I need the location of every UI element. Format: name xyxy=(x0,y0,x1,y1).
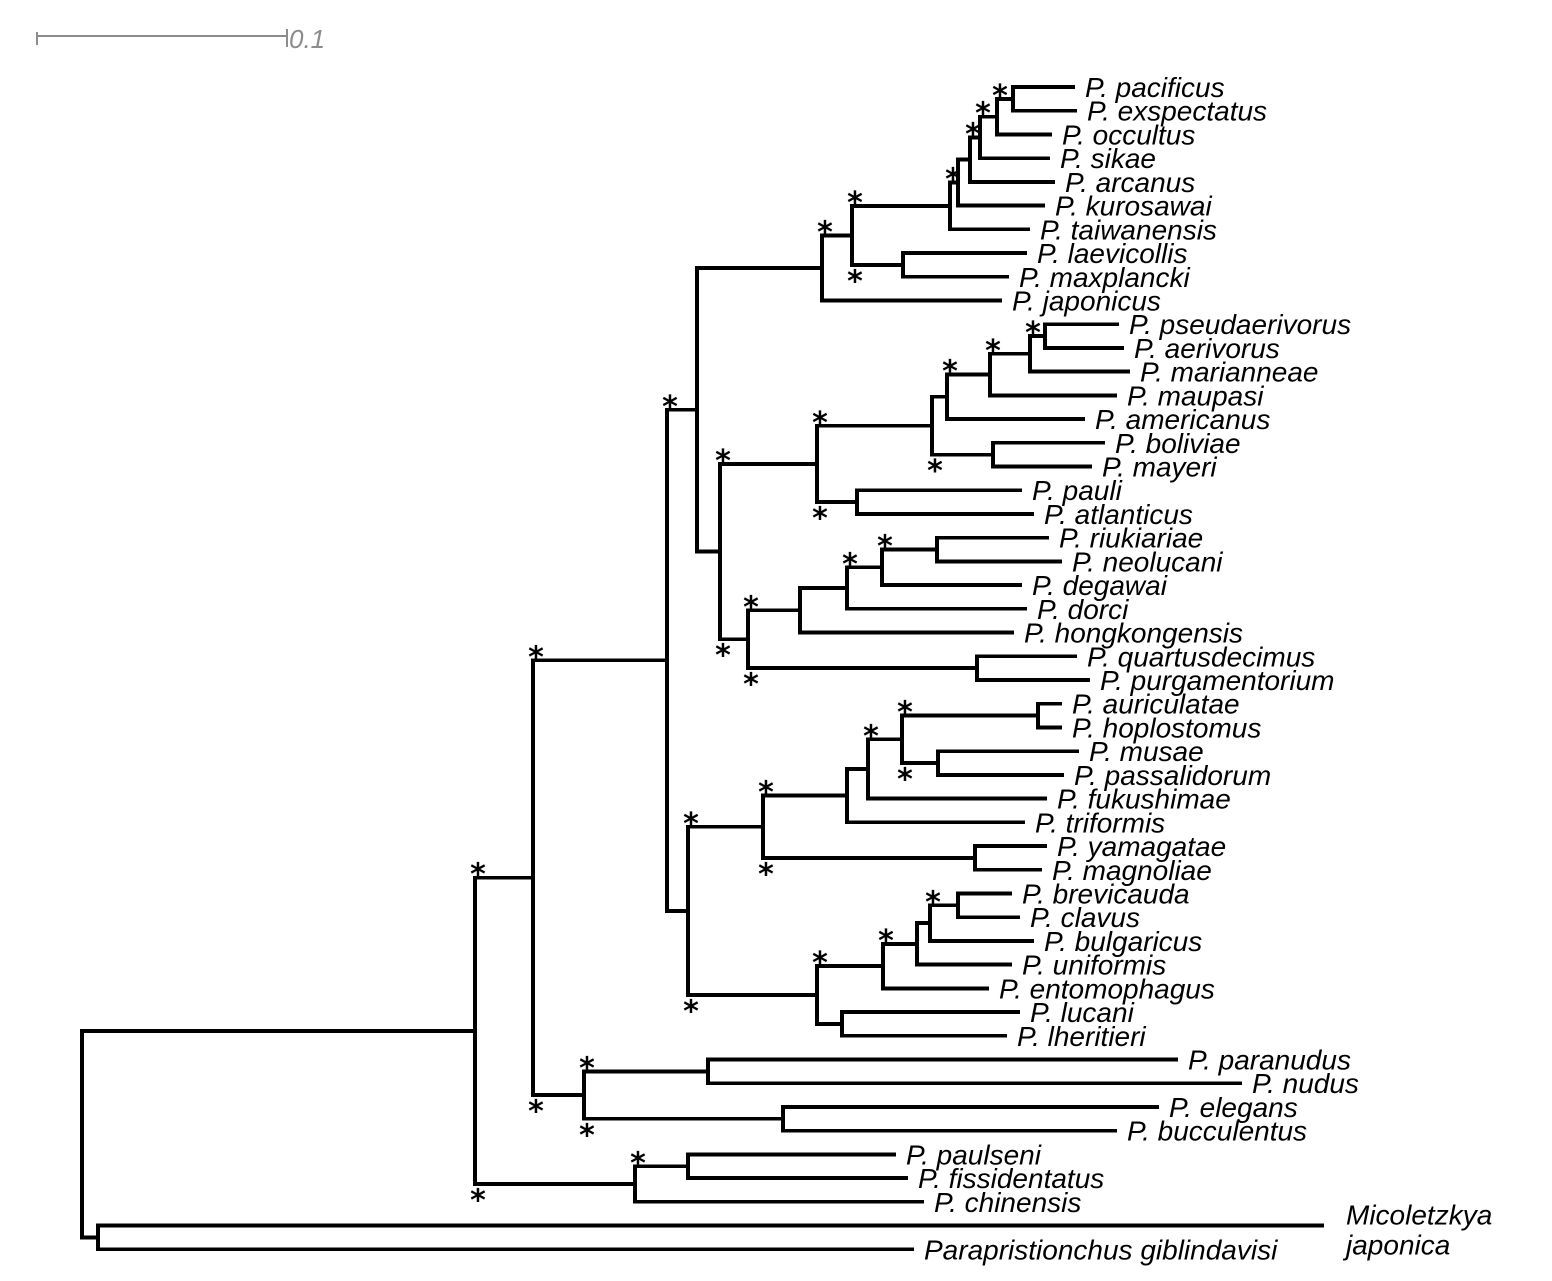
support-asterisk: * xyxy=(878,924,894,959)
tip-label: P. pauli xyxy=(1032,475,1123,506)
support-asterisk: * xyxy=(743,590,759,625)
scale-bar xyxy=(35,29,289,47)
support-asterisk: * xyxy=(927,454,943,489)
tip-label: P. laevicollis xyxy=(1037,238,1187,269)
tip-label: P. sikae xyxy=(1060,143,1156,174)
tip-label: P. maxplancki xyxy=(1019,262,1190,293)
support-asterisk: * xyxy=(877,530,893,565)
tip-label: P. hongkongensis xyxy=(1024,618,1243,649)
tip-label: P. dorci xyxy=(1037,594,1129,625)
tip-label: P. passalidorum xyxy=(1074,760,1271,791)
tip-label: P. aerivorus xyxy=(1134,333,1280,364)
tip-label: P. mayeri xyxy=(1102,452,1217,483)
tip-label: P. neolucani xyxy=(1072,546,1223,577)
tip-label: P. auriculatae xyxy=(1072,689,1240,720)
support-asterisk: * xyxy=(847,186,863,221)
tip-label: P. boliviae xyxy=(1115,428,1241,459)
support-asterisk: * xyxy=(579,1051,595,1086)
support-asterisk: * xyxy=(758,776,774,811)
support-asterisk: * xyxy=(758,857,774,892)
tip-label: P. chinensis xyxy=(934,1187,1081,1218)
tip-label: P. bucculentus xyxy=(1127,1116,1307,1147)
tip-label: P. musae xyxy=(1089,736,1204,767)
support-asterisk: * xyxy=(528,1095,544,1130)
support-asterisk: * xyxy=(812,502,828,537)
tip-label: P. taiwanensis xyxy=(1040,214,1217,245)
tip-label: P. fissidentatus xyxy=(918,1163,1104,1194)
support-asterisk: * xyxy=(897,696,913,731)
tip-label: P. riukiariae xyxy=(1059,523,1203,554)
tip-label: P. pacificus xyxy=(1085,72,1225,103)
tip-label: japonica xyxy=(1342,1230,1450,1261)
support-asterisk: * xyxy=(942,355,958,390)
support-asterisk: * xyxy=(683,807,699,842)
support-asterisk: * xyxy=(715,444,731,479)
support-asterisk: * xyxy=(847,264,863,299)
support-asterisk: * xyxy=(579,1118,595,1153)
tip-label: P. exspectatus xyxy=(1087,96,1267,127)
support-asterisk: * xyxy=(842,547,858,582)
tip-label: P. arcanus xyxy=(1065,167,1195,198)
support-asterisk: * xyxy=(897,763,913,798)
tip-label: P. paulseni xyxy=(906,1139,1042,1170)
tip-label: P. maupasi xyxy=(1127,380,1264,411)
tip-label: P. bulgaricus xyxy=(1044,926,1202,957)
tip-label: P. lheritieri xyxy=(1017,1021,1146,1052)
support-asterisk: * xyxy=(528,640,544,675)
tip-label: P. entomophagus xyxy=(999,973,1215,1004)
tip-label: P. degawai xyxy=(1032,570,1168,601)
support-asterisk: * xyxy=(925,885,941,920)
tip-label: P. yamagatae xyxy=(1057,831,1226,862)
tip-label: P. atlanticus xyxy=(1044,499,1193,530)
support-asterisk: * xyxy=(662,390,678,425)
support-asterisk: * xyxy=(863,719,879,754)
tip-label: P. americanus xyxy=(1095,404,1270,435)
tip-label: P. purgamentorium xyxy=(1100,665,1335,696)
support-asterisk: * xyxy=(715,639,731,674)
tip-label: P. triformis xyxy=(1035,807,1165,838)
support-asterisk: * xyxy=(743,668,759,703)
support-asterisk: * xyxy=(975,97,991,132)
tip-label: P. clavus xyxy=(1030,902,1140,933)
support-asterisk: * xyxy=(470,858,486,893)
tip-label: P. kurosawai xyxy=(1055,191,1212,222)
tip-label: P. nudus xyxy=(1252,1068,1359,1099)
tip-label: Micoletzkya xyxy=(1346,1200,1492,1231)
tip-label: P. uniformis xyxy=(1022,950,1166,981)
support-asterisk: * xyxy=(992,79,1008,114)
tip-label: P. paranudus xyxy=(1188,1045,1351,1076)
tip-label: P. lucani xyxy=(1030,997,1135,1028)
tip-label: P. quartusdecimus xyxy=(1087,641,1315,672)
tip-label: P. marianneae xyxy=(1140,357,1319,388)
tip-label: P. hoplostomus xyxy=(1072,712,1261,743)
support-asterisk: * xyxy=(985,334,1001,369)
tip-label: P. elegans xyxy=(1169,1092,1298,1123)
tip-label: P. fukushimae xyxy=(1057,784,1231,815)
tip-label: P. brevicauda xyxy=(1022,879,1190,910)
support-asterisk: * xyxy=(683,995,699,1030)
support-asterisk: * xyxy=(812,946,828,981)
tip-label: Parapristionchus giblindavisi xyxy=(924,1234,1278,1265)
scale-bar-label: 0.1 xyxy=(289,24,326,54)
tip-label: P. magnoliae xyxy=(1052,855,1212,886)
tip-label: P. japonicus xyxy=(1012,286,1161,317)
support-asterisk: * xyxy=(1025,316,1041,351)
support-asterisk: * xyxy=(965,117,981,152)
support-asterisk: * xyxy=(817,215,833,250)
support-asterisk: * xyxy=(470,1184,486,1219)
support-asterisk: * xyxy=(812,406,828,441)
support-asterisk: * xyxy=(630,1146,646,1181)
tip-label: P. pseudaerivorus xyxy=(1129,309,1351,340)
tip-label: P. occultus xyxy=(1062,119,1195,150)
